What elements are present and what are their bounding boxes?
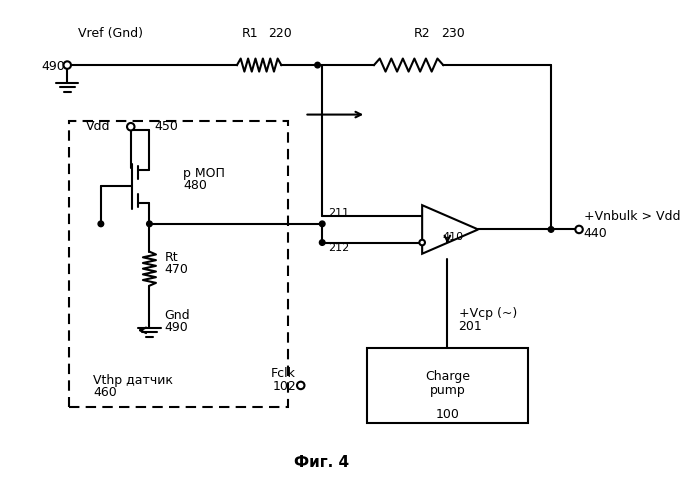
Text: R1: R1 [242, 27, 258, 40]
Text: 440: 440 [584, 226, 608, 239]
Text: Gnd: Gnd [165, 309, 190, 322]
Text: Charge: Charge [425, 370, 470, 382]
Text: 211: 211 [328, 208, 349, 218]
Text: 410: 410 [443, 232, 464, 242]
Text: 102: 102 [272, 380, 296, 393]
Text: 460: 460 [94, 386, 117, 400]
Text: 230: 230 [441, 27, 465, 40]
Text: 450: 450 [154, 120, 178, 133]
Text: Fclk: Fclk [271, 367, 296, 380]
Text: 201: 201 [459, 320, 482, 333]
Circle shape [320, 221, 325, 226]
Text: Vdd: Vdd [85, 120, 110, 133]
Text: +Vcp (~): +Vcp (~) [459, 307, 517, 320]
Circle shape [63, 62, 71, 69]
Text: 100: 100 [435, 408, 460, 421]
Text: 212: 212 [328, 243, 349, 253]
Circle shape [420, 240, 425, 246]
Text: 490: 490 [41, 60, 65, 74]
Circle shape [315, 62, 320, 68]
Text: 220: 220 [268, 27, 292, 40]
Circle shape [297, 382, 305, 389]
Text: 490: 490 [165, 321, 188, 334]
Text: 470: 470 [165, 263, 188, 276]
Text: Vref (Gnd): Vref (Gnd) [78, 27, 143, 40]
Text: Фиг. 4: Фиг. 4 [294, 456, 349, 470]
Circle shape [147, 221, 152, 226]
Text: р МОП: р МОП [183, 167, 225, 180]
Circle shape [320, 240, 325, 246]
Text: Rt: Rt [165, 251, 178, 264]
Circle shape [127, 123, 134, 130]
Text: R2: R2 [414, 27, 431, 40]
Text: pump: pump [429, 384, 465, 396]
Circle shape [548, 226, 554, 232]
Text: 480: 480 [183, 179, 207, 192]
Text: Vthр датчик: Vthр датчик [94, 374, 174, 388]
Text: +Vnbulk > Vdd: +Vnbulk > Vdd [584, 210, 680, 223]
Circle shape [98, 221, 103, 226]
Circle shape [575, 226, 583, 233]
